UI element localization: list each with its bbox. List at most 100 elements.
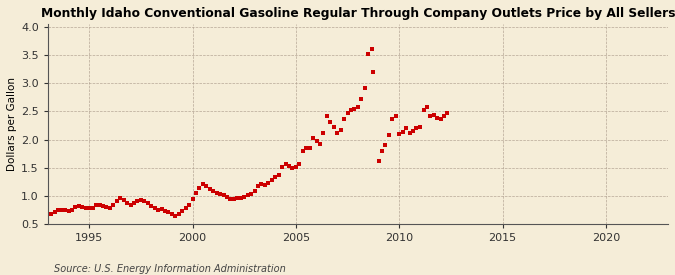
Point <box>367 47 377 51</box>
Point <box>229 197 240 202</box>
Point <box>108 203 119 207</box>
Point <box>414 125 425 130</box>
Point <box>429 113 439 117</box>
Point <box>398 130 408 134</box>
Point <box>263 181 274 185</box>
Point <box>56 207 67 212</box>
Point <box>290 164 301 169</box>
Point <box>49 210 60 214</box>
Point <box>142 201 153 206</box>
Point <box>98 204 109 208</box>
Point <box>111 199 122 203</box>
Point <box>270 175 281 180</box>
Point <box>304 146 315 150</box>
Point <box>205 186 215 191</box>
Point <box>418 108 429 112</box>
Point <box>284 164 294 168</box>
Point <box>387 117 398 121</box>
Point <box>294 162 305 166</box>
Point <box>311 139 322 144</box>
Point <box>346 108 356 112</box>
Point <box>198 182 209 186</box>
Point <box>74 204 84 208</box>
Point <box>435 117 446 121</box>
Point <box>149 206 160 210</box>
Point <box>273 172 284 177</box>
Point <box>187 197 198 202</box>
Point <box>67 208 78 212</box>
Point <box>339 117 350 121</box>
Point <box>315 142 325 146</box>
Point <box>298 149 308 153</box>
Point <box>90 203 101 207</box>
Point <box>408 128 418 133</box>
Point <box>101 205 112 210</box>
Point <box>404 131 415 135</box>
Point <box>439 114 450 118</box>
Point <box>352 105 363 110</box>
Point <box>105 206 115 210</box>
Point <box>349 107 360 111</box>
Point <box>163 210 173 214</box>
Point <box>160 208 171 213</box>
Point <box>132 199 143 203</box>
Point <box>115 196 126 200</box>
Point <box>156 207 167 211</box>
Point <box>87 206 98 210</box>
Point <box>70 205 81 210</box>
Point <box>394 132 405 136</box>
Point <box>335 128 346 132</box>
Point <box>221 194 232 199</box>
Point <box>215 192 225 197</box>
Point <box>118 198 129 202</box>
Point <box>95 202 105 207</box>
Point <box>411 126 422 131</box>
Point <box>177 208 188 213</box>
Point <box>180 206 191 210</box>
Point <box>191 191 202 196</box>
Point <box>442 111 453 115</box>
Point <box>390 114 401 119</box>
Point <box>432 116 443 120</box>
Point <box>80 206 91 210</box>
Point <box>208 189 219 193</box>
Point <box>267 178 277 182</box>
Point <box>321 114 332 118</box>
Point <box>359 86 370 90</box>
Point <box>356 97 367 101</box>
Point <box>184 202 194 207</box>
Point <box>139 199 150 203</box>
Title: Monthly Idaho Conventional Gasoline Regular Through Company Outlets Price by All: Monthly Idaho Conventional Gasoline Regu… <box>40 7 675 20</box>
Point <box>328 125 339 130</box>
Point <box>125 202 136 207</box>
Point <box>194 185 205 190</box>
Point <box>173 212 184 216</box>
Point <box>401 126 412 131</box>
Point <box>242 193 253 198</box>
Point <box>236 196 246 200</box>
Point <box>239 194 250 199</box>
Point <box>84 206 95 211</box>
Point <box>246 192 256 196</box>
Point <box>153 207 163 212</box>
Point <box>211 191 222 195</box>
Point <box>201 184 212 189</box>
Point <box>146 204 157 208</box>
Point <box>342 111 353 115</box>
Point <box>318 131 329 135</box>
Point <box>46 212 57 216</box>
Point <box>421 105 432 110</box>
Text: Source: U.S. Energy Information Administration: Source: U.S. Energy Information Administ… <box>54 264 286 274</box>
Point <box>368 70 379 74</box>
Point <box>308 136 319 141</box>
Point <box>225 197 236 202</box>
Point <box>249 189 260 193</box>
Point <box>252 184 263 188</box>
Point <box>122 201 132 206</box>
Point <box>377 149 387 153</box>
Point <box>425 114 436 118</box>
Point <box>325 119 336 124</box>
Point <box>167 212 178 216</box>
Point <box>63 208 74 213</box>
Point <box>218 193 229 198</box>
